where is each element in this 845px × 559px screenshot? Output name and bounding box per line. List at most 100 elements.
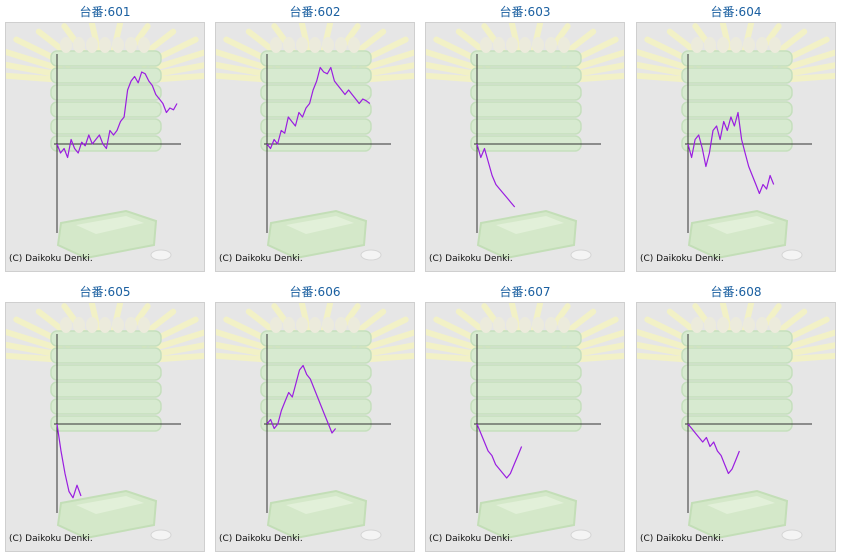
copyright-text: (C) Daikoku Denki.: [640, 254, 724, 264]
ball-shape: [545, 37, 557, 53]
ball-shape: [309, 37, 321, 53]
ray-shape: [367, 352, 414, 363]
ball-shape: [743, 317, 755, 333]
ball-shape: [480, 317, 492, 333]
slump-graph: [216, 23, 414, 261]
coin-shape: [781, 529, 803, 541]
graph-panel: (C) Daikoku Denki.: [5, 22, 205, 272]
series-line: [56, 71, 178, 159]
coin-shape: [150, 249, 172, 261]
slump-graph: [637, 23, 835, 261]
machine-title[interactable]: 台番:608: [710, 285, 762, 299]
copyright-text: (C) Daikoku Denki.: [9, 534, 93, 544]
tray-shape: [470, 330, 582, 347]
machine-title[interactable]: 台番:606: [289, 285, 341, 299]
ball-shape: [60, 37, 72, 53]
box-inner-shape: [286, 216, 354, 234]
ball-shape: [283, 317, 295, 333]
tray-shape: [260, 118, 372, 135]
background-illustration: [637, 303, 835, 541]
box-shape: [476, 209, 578, 260]
graph-panel: (C) Daikoku Denki.: [215, 22, 415, 272]
ball-shape: [506, 317, 518, 333]
ball-shape: [480, 37, 492, 53]
ball-shape: [335, 37, 347, 53]
ray-shape: [154, 62, 204, 77]
tray-shape: [470, 118, 582, 135]
machine-title[interactable]: 台番:605: [79, 285, 131, 299]
ball-shape: [125, 37, 137, 53]
ray-shape: [358, 49, 414, 73]
ball-shape: [335, 317, 347, 333]
ball-shape: [506, 37, 518, 53]
ball-shape: [309, 317, 321, 333]
series-line: [687, 423, 740, 475]
ray-shape: [568, 49, 624, 73]
ray-shape: [637, 61, 689, 77]
tray-shape: [470, 84, 582, 101]
tray-shape: [260, 101, 372, 118]
copyright-text: (C) Daikoku Denki.: [219, 254, 303, 264]
tray-shape: [50, 364, 162, 381]
ball-shape: [730, 37, 742, 53]
ray-shape: [785, 342, 835, 357]
ray-shape: [426, 48, 484, 73]
coin-shape: [150, 529, 172, 541]
tray-shape: [681, 364, 793, 381]
ball-shape: [296, 37, 308, 53]
tray-shape: [50, 347, 162, 364]
ball-shape: [112, 317, 124, 333]
box-inner-shape: [707, 496, 775, 514]
ray-shape: [148, 329, 204, 353]
box-inner-shape: [496, 496, 564, 514]
machine-cell-608: 台番:608 (C) Daikoku Denki.: [636, 282, 836, 552]
copyright-text: (C) Daikoku Denki.: [219, 534, 303, 544]
machine-title[interactable]: 台番:602: [289, 5, 341, 19]
graph-panel: (C) Daikoku Denki.: [636, 302, 836, 552]
background-illustration: [426, 303, 624, 541]
ball-shape: [60, 317, 72, 333]
ball-shape: [743, 37, 755, 53]
ray-shape: [216, 328, 274, 353]
box-inner-shape: [76, 216, 144, 234]
box-inner-shape: [707, 216, 775, 234]
ball-shape: [717, 37, 729, 53]
ray-shape: [6, 328, 64, 353]
series-line: [266, 66, 371, 150]
graph-panel: (C) Daikoku Denki.: [636, 22, 836, 272]
ball-shape: [532, 317, 544, 333]
ray-shape: [637, 48, 695, 73]
ball-shape: [138, 37, 150, 53]
ray-shape: [426, 352, 475, 363]
ball-shape: [519, 37, 531, 53]
machine-title[interactable]: 台番:604: [710, 5, 762, 19]
ball-shape: [704, 317, 716, 333]
slump-graph: [637, 303, 835, 541]
ray-shape: [6, 61, 58, 77]
machine-cell-603: 台番:603 (C) Daikoku Denki.: [425, 2, 625, 272]
tray-shape: [470, 347, 582, 364]
ball-shape: [730, 317, 742, 333]
machine-title[interactable]: 台番:601: [79, 5, 131, 19]
machine-title[interactable]: 台番:603: [499, 5, 551, 19]
ball-shape: [545, 317, 557, 333]
series-line: [476, 143, 516, 208]
box-shape: [266, 209, 368, 260]
graph-panel: (C) Daikoku Denki.: [425, 302, 625, 552]
series-line: [476, 423, 523, 479]
ray-shape: [216, 72, 265, 83]
ray-shape: [577, 352, 624, 363]
ball-shape: [348, 317, 360, 333]
slump-graph: [6, 23, 204, 261]
ball-shape: [691, 37, 703, 53]
graph-panel: (C) Daikoku Denki.: [425, 22, 625, 272]
machine-title[interactable]: 台番:607: [499, 285, 551, 299]
ray-shape: [216, 61, 268, 77]
ray-shape: [216, 48, 274, 73]
ball-shape: [125, 317, 137, 333]
ball-shape: [348, 37, 360, 53]
ball-shape: [73, 37, 85, 53]
tray-shape: [50, 398, 162, 415]
ray-shape: [216, 352, 265, 363]
ray-shape: [779, 49, 835, 73]
